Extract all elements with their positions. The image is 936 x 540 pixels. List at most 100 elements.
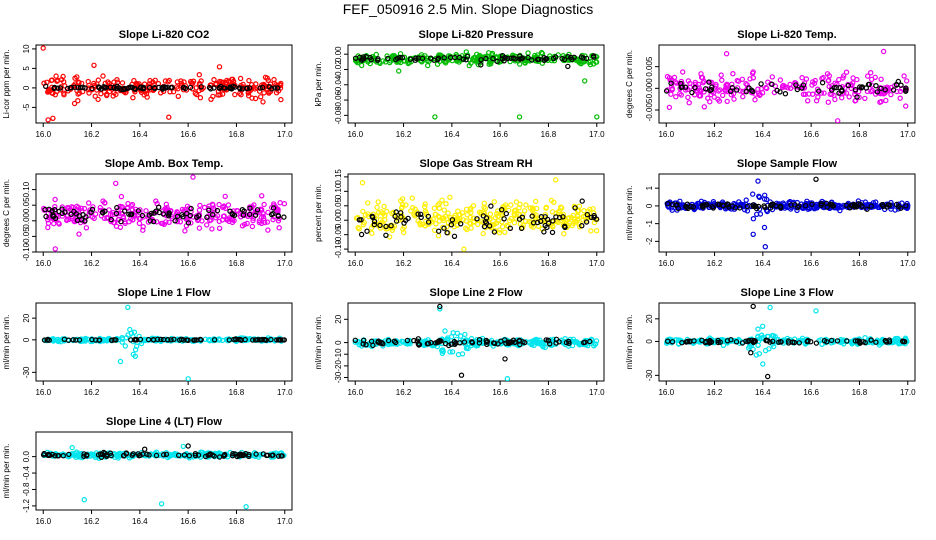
data-point: [129, 201, 136, 208]
plot-frame: [658, 173, 916, 253]
data-point: [706, 79, 712, 85]
y-tick-label: 0.000: [645, 78, 654, 99]
data-point: [755, 178, 761, 184]
data-point: [250, 217, 256, 224]
points-layer: [41, 174, 288, 252]
data-point: [532, 337, 538, 343]
data-point: [158, 336, 164, 343]
data-point: [227, 84, 233, 90]
data-point: [165, 79, 171, 85]
data-point: [175, 85, 181, 92]
data-point: [195, 452, 202, 458]
data-point: [795, 204, 801, 210]
data-point: [820, 74, 826, 81]
data-point: [132, 89, 138, 95]
data-point: [276, 224, 282, 231]
data-point: [729, 81, 735, 88]
data-point: [260, 210, 266, 217]
data-point: [133, 337, 140, 343]
data-point: [893, 201, 900, 208]
data-point: [483, 55, 489, 62]
data-point: [541, 229, 547, 235]
y-axis-label: percent per min.: [314, 184, 323, 242]
data-point: [277, 337, 283, 343]
data-point: [782, 90, 789, 97]
data-point: [359, 179, 366, 186]
data-point: [272, 85, 278, 91]
panel-3: Slope Li-820 Temp. 16.0 16.2 16.4 16.6 16.8 17…: [625, 29, 916, 139]
data-point: [153, 198, 159, 204]
plot-frame: [347, 302, 605, 382]
data-point: [196, 87, 202, 94]
data-point: [206, 207, 212, 213]
data-point: [701, 104, 708, 110]
plot-frame: [347, 44, 605, 124]
data-point: [451, 233, 458, 239]
data-point: [385, 55, 391, 62]
data-point: [746, 337, 752, 344]
data-point: [454, 217, 461, 223]
data-point: [252, 212, 259, 218]
data-point: [578, 54, 585, 60]
data-point: [495, 213, 501, 219]
panel-title: Slope Li-820 CO2: [119, 29, 209, 41]
x-tick-label: 16.8: [541, 130, 557, 139]
data-point: [825, 99, 832, 105]
y-axis-label: ml/min per min.: [2, 315, 11, 370]
data-point: [455, 351, 462, 358]
data-point: [384, 53, 390, 59]
data-point: [874, 89, 881, 95]
data-point: [591, 61, 597, 67]
panel-10: Slope Line 4 (LT) Flow 16.0 16.2 16.4 16.6 16…: [2, 416, 293, 526]
data-point: [496, 229, 503, 236]
x-tick-label: 16.8: [229, 259, 245, 268]
data-point: [898, 205, 904, 211]
data-point: [69, 444, 75, 451]
data-point: [729, 84, 736, 91]
x-tick-label: 16.4: [132, 130, 148, 139]
data-point: [680, 69, 686, 75]
data-point: [572, 205, 578, 211]
data-point: [547, 341, 553, 347]
data-point: [188, 220, 194, 226]
x-tick-label: 16.0: [658, 259, 674, 268]
data-point: [71, 84, 78, 90]
panel-5: Slope Gas Stream RH 16.0 16.2 16.4 16.6 16.8 1…: [314, 158, 605, 268]
data-point: [261, 90, 267, 96]
data-point: [396, 68, 402, 74]
data-point: [49, 451, 56, 458]
series-selected: [665, 176, 909, 212]
data-point: [232, 91, 238, 98]
data-point: [761, 224, 768, 231]
data-point: [275, 85, 281, 91]
data-point: [499, 206, 505, 213]
data-point: [121, 208, 128, 214]
data-point: [684, 201, 691, 207]
data-point: [180, 443, 186, 450]
data-point: [140, 227, 146, 233]
data-point: [501, 58, 507, 64]
data-point: [195, 213, 202, 219]
data-point: [150, 337, 157, 343]
y-tick-label: 0.05: [22, 197, 31, 213]
data-point: [60, 73, 66, 80]
data-point: [393, 56, 399, 63]
data-point: [576, 59, 582, 65]
data-point: [135, 208, 142, 214]
data-point: [566, 215, 572, 222]
x-tick-label: 17.0: [277, 388, 293, 397]
data-point: [819, 341, 825, 347]
data-point: [815, 94, 821, 100]
data-point: [50, 212, 56, 218]
data-point: [203, 222, 210, 228]
data-point: [387, 59, 393, 66]
data-point: [707, 87, 713, 94]
data-point: [89, 85, 95, 92]
data-point: [42, 206, 48, 213]
data-point: [461, 246, 467, 252]
data-point: [100, 198, 106, 204]
x-tick-label: 16.2: [84, 388, 100, 397]
data-point: [265, 209, 271, 216]
series-selected: [665, 303, 908, 380]
data-point: [85, 200, 92, 206]
